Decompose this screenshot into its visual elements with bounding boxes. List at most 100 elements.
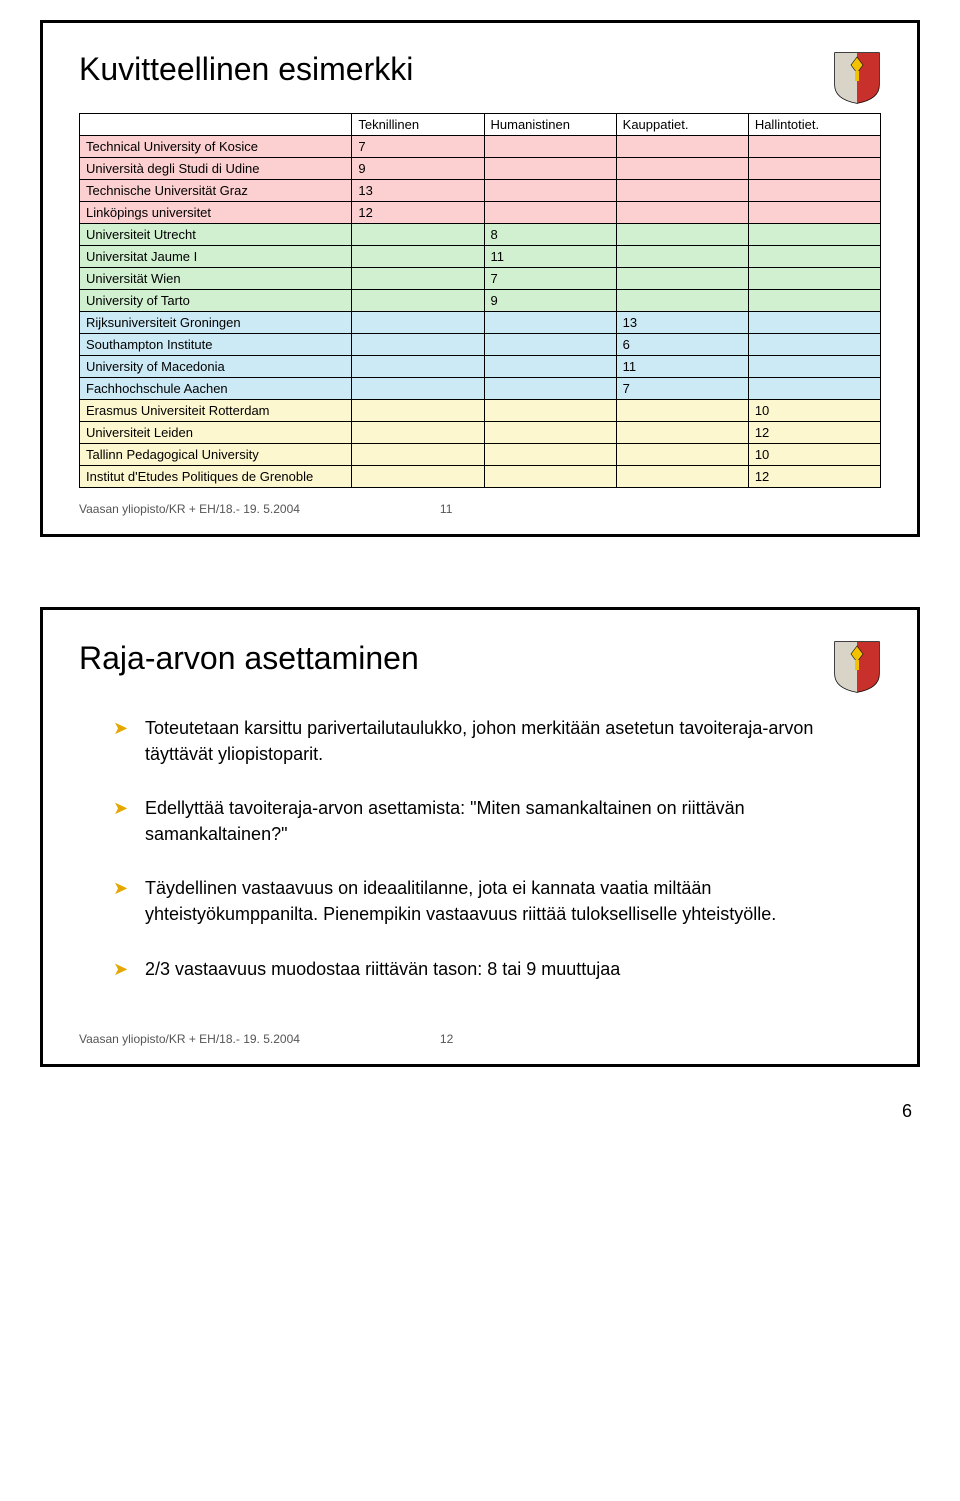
row-value: 9 [484,290,616,312]
slide-title: Kuvitteellinen esimerkki [79,51,413,88]
row-value: 9 [352,158,484,180]
row-value: 13 [616,312,748,334]
bullet-item: Toteutetaan karsittu parivertailutaulukk… [113,715,875,767]
row-value [352,224,484,246]
table-header-row: Teknillinen Humanistinen Kauppatiet. Hal… [80,114,881,136]
row-value [748,180,880,202]
row-value [748,312,880,334]
row-value [748,224,880,246]
table-row: University of Macedonia11 [80,356,881,378]
slide-header: Raja-arvon asettaminen [79,640,881,707]
header-blank [80,114,352,136]
row-value [616,422,748,444]
row-value: 10 [748,400,880,422]
row-value: 8 [484,224,616,246]
row-value [616,400,748,422]
footer-page: 12 [440,1032,453,1046]
slide-header: Kuvitteellinen esimerkki [79,51,881,105]
row-value [748,202,880,224]
row-value [484,202,616,224]
logo-shield-icon [833,51,881,105]
footer-left: Vaasan yliopisto/KR + EH/18.- 19. 5.2004 [79,502,300,516]
row-value [352,466,484,488]
row-value [484,422,616,444]
row-name: Technical University of Kosice [80,136,352,158]
row-value [352,422,484,444]
row-value [352,246,484,268]
row-name: Fachhochschule Aachen [80,378,352,400]
logo-shield-icon [833,640,881,694]
row-value [484,378,616,400]
row-name: Technische Universität Graz [80,180,352,202]
row-value [616,268,748,290]
row-value [748,268,880,290]
row-value [616,246,748,268]
slide-2: Raja-arvon asettaminen Toteutetaan karsi… [40,607,920,1067]
row-name: Institut d'Etudes Politiques de Grenoble [80,466,352,488]
row-value [352,334,484,356]
row-value [352,312,484,334]
table-row: Universitat Jaume I 11 [80,246,881,268]
row-name: Southampton Institute [80,334,352,356]
row-name: University of Tarto [80,290,352,312]
row-value [748,158,880,180]
page-number: 6 [40,1101,920,1122]
table-row: Linköpings universitet12 [80,202,881,224]
row-value [352,356,484,378]
row-value [616,202,748,224]
table-row: Technische Universität Graz13 [80,180,881,202]
table-row: Fachhochschule Aachen 7 [80,378,881,400]
row-value [352,378,484,400]
row-value [616,136,748,158]
row-value [748,356,880,378]
row-value: 7 [616,378,748,400]
table-row: Southampton Institute 6 [80,334,881,356]
row-value: 7 [352,136,484,158]
row-value [616,466,748,488]
bullet-item: 2/3 vastaavuus muodostaa riittävän tason… [113,956,875,982]
row-value [484,356,616,378]
row-value [616,444,748,466]
row-value [352,290,484,312]
table-row: Technical University of Kosice7 [80,136,881,158]
row-value [484,180,616,202]
row-name: Universitat Jaume I [80,246,352,268]
table-row: Erasmus Universiteit Rotterdam 10 [80,400,881,422]
header-col-1: Teknillinen [352,114,484,136]
row-name: Rijksuniversiteit Groningen [80,312,352,334]
row-value [484,136,616,158]
table-row: Rijksuniversiteit Groningen 13 [80,312,881,334]
row-value [748,136,880,158]
row-value: 6 [616,334,748,356]
slide-footer: Vaasan yliopisto/KR + EH/18.- 19. 5.2004… [79,502,881,516]
row-value [484,312,616,334]
row-value: 13 [352,180,484,202]
row-value [616,290,748,312]
row-name: Universiteit Leiden [80,422,352,444]
slide-title: Raja-arvon asettaminen [79,640,419,677]
row-value [748,334,880,356]
table-row: Institut d'Etudes Politiques de Grenoble… [80,466,881,488]
row-value: 12 [352,202,484,224]
row-name: Tallinn Pedagogical University [80,444,352,466]
table-row: University of Tarto 9 [80,290,881,312]
row-value [616,180,748,202]
row-value [484,158,616,180]
header-col-4: Hallintotiet. [748,114,880,136]
slide-footer: Vaasan yliopisto/KR + EH/18.- 19. 5.2004… [79,1032,881,1046]
row-value: 11 [484,246,616,268]
row-value [352,400,484,422]
row-value: 12 [748,422,880,444]
row-value [484,444,616,466]
table-row: Universiteit Utrecht 8 [80,224,881,246]
row-name: Universiteit Utrecht [80,224,352,246]
row-value [352,268,484,290]
row-value [616,158,748,180]
header-col-3: Kauppatiet. [616,114,748,136]
slide-1: Kuvitteellinen esimerkki Teknillinen Hum… [40,20,920,537]
row-value: 11 [616,356,748,378]
row-name: Erasmus Universiteit Rotterdam [80,400,352,422]
row-value: 12 [748,466,880,488]
row-value [352,444,484,466]
bullet-list: Toteutetaan karsittu parivertailutaulukk… [79,715,881,982]
